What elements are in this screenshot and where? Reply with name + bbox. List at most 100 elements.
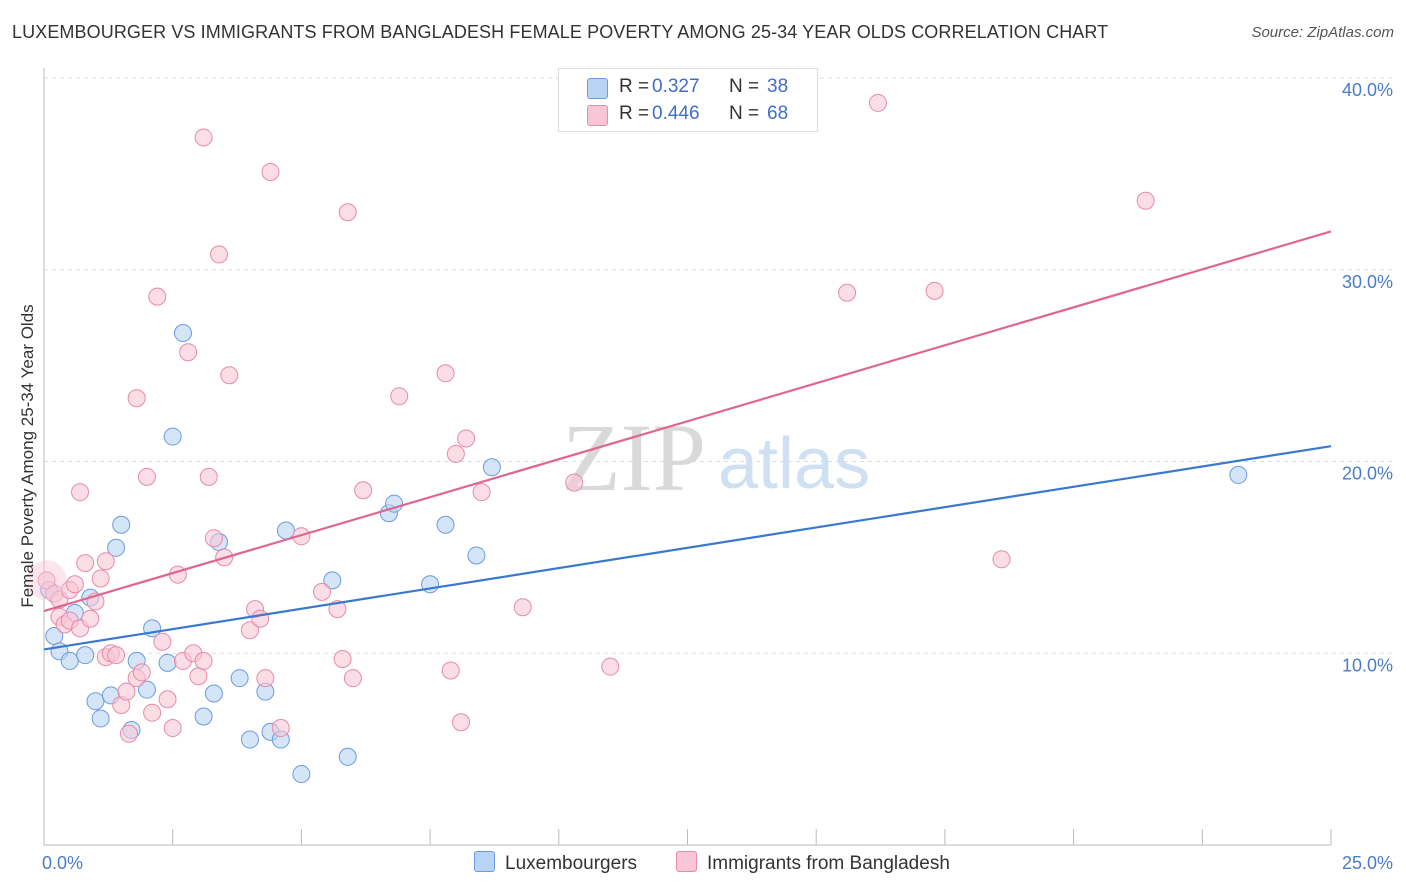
legend-r-label: R = <box>619 76 650 97</box>
point-bangladesh <box>71 483 90 502</box>
point-bangladesh <box>312 582 331 601</box>
watermark: ZIP atlas <box>562 404 870 511</box>
x-tick-label: 25.0% <box>1342 853 1393 873</box>
point-bangladesh <box>194 651 213 670</box>
point-bangladesh <box>204 529 223 548</box>
axes: 10.0% 20.0% 30.0% 40.0% 0.0% 25.0% <box>42 68 1393 873</box>
point-luxembourgers <box>112 515 131 534</box>
legend-n-label: N = <box>729 103 760 124</box>
point-bangladesh <box>220 366 239 385</box>
point-bangladesh <box>1136 191 1155 210</box>
y-axis-title: Female Poverty Among 25-34 Year Olds <box>18 304 37 607</box>
legend-r-value: 0.327 <box>652 76 700 97</box>
x-tick-label: 0.0% <box>42 853 83 873</box>
point-bangladesh <box>343 669 362 688</box>
point-bangladesh <box>76 554 95 573</box>
legend-n-value: 38 <box>767 76 789 97</box>
point-bangladesh <box>179 343 198 362</box>
bottom-legend-luxembourgers: Luxembourgers <box>474 851 637 875</box>
point-bangladesh <box>261 162 280 181</box>
point-bangladesh <box>868 93 887 112</box>
point-bangladesh <box>127 389 146 408</box>
point-luxembourgers <box>76 646 95 665</box>
point-bangladesh <box>143 703 162 722</box>
point-bangladesh <box>992 550 1011 569</box>
point-luxembourgers <box>436 515 455 534</box>
point-bangladesh <box>199 467 218 486</box>
y-tick-label: 30.0% <box>1342 272 1393 292</box>
point-bangladesh <box>153 632 172 651</box>
point-bangladesh <box>81 609 100 628</box>
point-bangladesh <box>65 575 84 594</box>
legend-r-label: R = <box>619 103 650 124</box>
point-bangladesh <box>148 287 167 306</box>
point-luxembourgers <box>482 458 501 477</box>
point-bangladesh <box>436 364 455 383</box>
point-bangladesh <box>565 473 584 492</box>
bottom-legend-bangladesh: Immigrants from Bangladesh <box>676 851 950 875</box>
point-bangladesh <box>513 598 532 617</box>
point-luxembourgers <box>323 571 342 590</box>
point-bangladesh <box>256 669 275 688</box>
point-bangladesh <box>457 429 476 448</box>
source-label: Source: ZipAtlas.com <box>1251 24 1394 41</box>
point-cluster-bangladesh <box>26 560 67 601</box>
point-bangladesh <box>163 719 182 738</box>
point-bangladesh <box>338 203 357 222</box>
point-luxembourgers <box>204 684 223 703</box>
point-luxembourgers <box>163 427 182 446</box>
point-bangladesh <box>441 661 460 680</box>
point-luxembourgers <box>60 651 79 670</box>
point-luxembourgers <box>467 546 486 565</box>
trend-line-bangladesh <box>43 230 1332 613</box>
data-points <box>26 93 1248 784</box>
bottom-legend-label-luxembourgers: Luxembourgers <box>505 853 638 874</box>
bottom-legend-label-bangladesh: Immigrants from Bangladesh <box>707 853 950 874</box>
point-bangladesh <box>333 650 352 669</box>
point-bangladesh <box>37 571 56 590</box>
point-bangladesh <box>446 444 465 463</box>
point-luxembourgers <box>194 707 213 726</box>
point-bangladesh <box>189 667 208 686</box>
watermark-atlas: atlas <box>718 424 870 504</box>
point-bangladesh <box>107 646 126 665</box>
legend-box: R = 0.327 N = 38 R = 0.446 N = 68 <box>558 68 818 132</box>
watermark-zip: ZIP <box>562 404 706 511</box>
legend-n-label: N = <box>729 76 760 97</box>
y-tick-label: 20.0% <box>1342 464 1393 484</box>
point-bangladesh <box>354 481 373 500</box>
point-bangladesh <box>117 682 136 701</box>
point-bangladesh <box>925 281 944 300</box>
point-luxembourgers <box>276 521 295 540</box>
point-bangladesh <box>292 527 311 546</box>
point-bangladesh <box>132 663 151 682</box>
bottom-legend-swatch-bangladesh <box>676 851 697 872</box>
trend-lines <box>43 230 1332 651</box>
point-bangladesh <box>328 600 347 619</box>
point-bangladesh <box>472 483 491 502</box>
point-luxembourgers <box>338 747 357 766</box>
y-tick-label: 10.0% <box>1342 655 1393 675</box>
point-luxembourgers <box>1229 465 1248 484</box>
point-luxembourgers <box>91 709 110 728</box>
point-bangladesh <box>451 713 470 732</box>
point-luxembourgers <box>230 669 249 688</box>
bottom-legend-swatch-luxembourgers <box>474 851 495 872</box>
y-tick-label: 40.0% <box>1342 80 1393 100</box>
point-bangladesh <box>91 569 110 588</box>
point-bangladesh <box>240 621 259 640</box>
point-bangladesh <box>601 657 620 676</box>
point-luxembourgers <box>292 765 311 784</box>
legend-n-value: 68 <box>767 103 789 124</box>
legend-r-value: 0.446 <box>652 103 700 124</box>
point-bangladesh <box>251 609 270 628</box>
legend-swatch-luxembourgers <box>587 78 608 99</box>
grid <box>44 77 1392 654</box>
point-luxembourgers <box>107 538 126 557</box>
point-bangladesh <box>838 283 857 302</box>
point-bangladesh <box>96 552 115 571</box>
chart-title: LUXEMBOURGER VS IMMIGRANTS FROM BANGLADE… <box>12 22 1109 42</box>
point-bangladesh <box>390 387 409 406</box>
point-luxembourgers <box>240 730 259 749</box>
